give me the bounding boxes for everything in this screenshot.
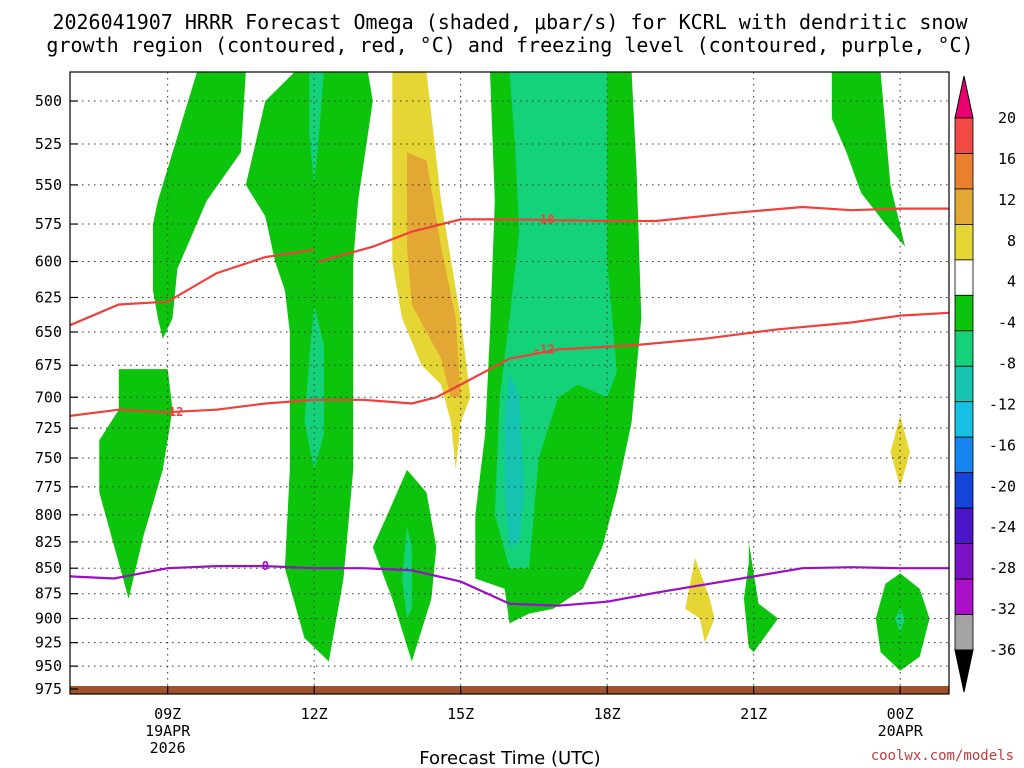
omega-region-teal-14z: [402, 525, 412, 619]
y-tick-label-525: 525: [35, 135, 62, 153]
omega-region-green-right-upper: [831, 72, 906, 247]
y-tick-label-875: 875: [35, 585, 62, 603]
colorbar-box-12: [954, 543, 974, 580]
omega-region-green-left-upper: [153, 72, 246, 339]
x-tick-label-15Z: 15Z: [447, 705, 474, 723]
colorbar-label-8: -16: [989, 436, 1016, 454]
colorbar-label-0: 20: [998, 109, 1016, 127]
x-tick-label-18Z: 18Z: [594, 705, 621, 723]
omega-region-cyan-16z: [504, 371, 525, 548]
x-tick-year-09Z: 2026: [150, 739, 186, 757]
y-tick-label-700: 700: [35, 388, 62, 406]
colorbar-label-6: -8: [998, 355, 1016, 373]
y-tick-label-850: 850: [35, 559, 62, 577]
colorbar-box-5: [954, 294, 974, 332]
y-tick-label-725: 725: [35, 419, 62, 437]
x-tick-label-21Z: 21Z: [740, 705, 767, 723]
x-tick-label-00Z: 00Z: [887, 705, 914, 723]
omega-region-teal-00z: [895, 608, 906, 634]
colorbar-box-0: [954, 117, 974, 154]
colorbar-box-1: [954, 153, 974, 190]
colorbar-label-10: -24: [989, 518, 1016, 536]
omega-region-teal-16z: [494, 72, 617, 569]
omega-region-green-12z-column: [245, 72, 354, 662]
y-tick-label-975: 975: [35, 680, 62, 698]
contour-line-3: [69, 383, 462, 417]
omega-region-yellow-20z: [685, 557, 715, 643]
chart-title-line-2: growth region (contoured, red, °C) and f…: [46, 33, 973, 57]
chart-title-line-1: 2026041907 HRRR Forecast Omega (shaded, …: [52, 10, 968, 34]
y-tick-label-550: 550: [35, 176, 62, 194]
colorbar-label-12: -32: [989, 600, 1016, 618]
colorbar-box-2: [954, 188, 974, 225]
colorbar-box-7: [954, 365, 974, 403]
colorbar-label-5: -4: [998, 314, 1016, 332]
plot-frame: [69, 71, 950, 695]
colorbar-label-3: 8: [1007, 232, 1016, 250]
y-tick-label-600: 600: [35, 253, 62, 271]
colorbar-label-11: -28: [989, 559, 1016, 577]
colorbar-box-9: [954, 436, 974, 474]
contour-line-1: [69, 248, 315, 327]
colorbar-box-14: [954, 614, 974, 651]
contour-label-0: -18: [533, 212, 555, 226]
watermark: coolwx.com/models: [871, 748, 1014, 764]
colorbar-label-1: 16: [998, 150, 1016, 168]
colorbar-box-4: [954, 259, 974, 296]
colorbar-bottom-arrow: [954, 649, 974, 693]
colorbar-box-3: [954, 223, 974, 261]
omega-region-green-21z: [743, 541, 779, 653]
x-tick-sublabel-00Z: 20APR: [878, 722, 924, 740]
y-tick-label-950: 950: [35, 657, 62, 675]
omega-region-teal-12z: [309, 72, 324, 185]
colorbar-top-arrow: [954, 75, 974, 119]
colorbar-box-8: [954, 401, 974, 438]
contour-label-2: -12: [533, 342, 555, 356]
contour-label-3: -12: [162, 405, 184, 419]
x-axis-label: Forecast Time (UTC): [419, 748, 600, 768]
y-tick-label-675: 675: [35, 356, 62, 374]
x-tick-sublabel-09Z: 19APR: [145, 722, 191, 740]
y-tick-label-900: 900: [35, 610, 62, 628]
contour-line-0: [318, 205, 949, 263]
y-tick-label-825: 825: [35, 533, 62, 551]
colorbar-box-13: [954, 578, 974, 615]
x-tick-label-09Z: 09Z: [154, 705, 181, 723]
y-tick-label-775: 775: [35, 478, 62, 496]
colorbar-label-2: 12: [998, 191, 1016, 209]
y-tick-label-925: 925: [35, 634, 62, 652]
colorbar-label-13: -36: [989, 641, 1016, 659]
y-tick-label-650: 650: [35, 323, 62, 341]
omega-shading: [99, 72, 930, 671]
omega-region-green-left-lower: [99, 369, 173, 599]
colorbar-box-10: [954, 472, 974, 509]
colorbar-label-9: -20: [989, 477, 1016, 495]
contour-line-2: [460, 311, 950, 386]
y-tick-label-625: 625: [35, 288, 62, 306]
y-tick-label-500: 500: [35, 92, 62, 110]
ground-surface-band: [70, 686, 949, 694]
omega-region-teal-12z-mid: [304, 304, 324, 470]
colorbar-label-7: -12: [989, 395, 1016, 413]
y-tick-label-750: 750: [35, 449, 62, 467]
contour-label-4: 0: [262, 559, 269, 573]
colorbar-box-11: [954, 507, 974, 544]
colorbar: 20 16 12 8 4 -4 -8 -12 -16 -20 -24 -28 -32 -36: [954, 75, 1016, 693]
temperature-contours: -18 -12 -12 0: [69, 205, 950, 607]
y-axis-ticks: 500 525 550 575 600 625 650 675 700 725 750 775 800 8…: [35, 92, 78, 698]
contour-line-4: [69, 565, 949, 607]
y-tick-label-800: 800: [35, 506, 62, 524]
omega-region-orange-14z: [407, 152, 461, 398]
colorbar-box-6: [954, 330, 974, 367]
plot-area: -18 -12 -12 0: [69, 71, 950, 695]
omega-region-green-13z: [343, 72, 373, 470]
y-tick-label-575: 575: [35, 215, 62, 233]
colorbar-label-4: 4: [1007, 273, 1016, 291]
x-tick-label-12Z: 12Z: [301, 705, 328, 723]
